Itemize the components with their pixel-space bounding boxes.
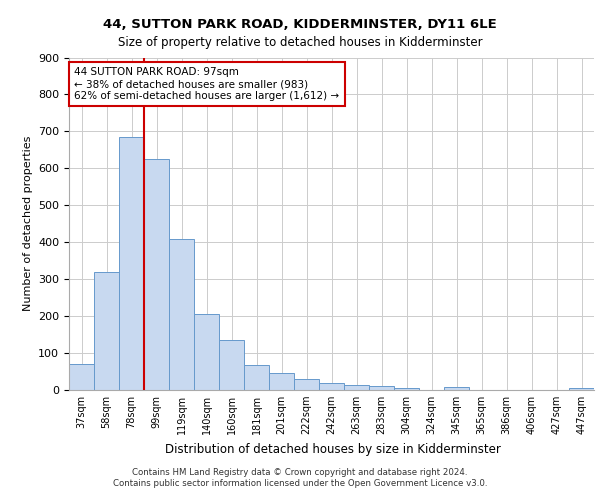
Text: Size of property relative to detached houses in Kidderminster: Size of property relative to detached ho… [118,36,482,49]
Bar [94,272,119,390]
Bar [394,388,419,390]
Bar [319,382,344,390]
Bar [119,137,144,390]
Bar [169,238,194,390]
Bar [144,159,169,390]
Y-axis label: Number of detached properties: Number of detached properties [23,136,32,312]
Bar [369,386,394,390]
Text: Contains HM Land Registry data © Crown copyright and database right 2024.
Contai: Contains HM Land Registry data © Crown c… [113,468,487,487]
Text: 44 SUTTON PARK ROAD: 97sqm
← 38% of detached houses are smaller (983)
62% of sem: 44 SUTTON PARK ROAD: 97sqm ← 38% of deta… [74,68,340,100]
Bar [269,374,294,390]
Text: 44, SUTTON PARK ROAD, KIDDERMINSTER, DY11 6LE: 44, SUTTON PARK ROAD, KIDDERMINSTER, DY1… [103,18,497,30]
Bar [194,314,219,390]
Bar [244,365,269,390]
Bar [569,388,594,390]
Bar [344,385,369,390]
Bar [294,379,319,390]
Bar [444,388,469,390]
Bar [219,340,244,390]
Bar [69,364,94,390]
Text: Distribution of detached houses by size in Kidderminster: Distribution of detached houses by size … [165,442,501,456]
